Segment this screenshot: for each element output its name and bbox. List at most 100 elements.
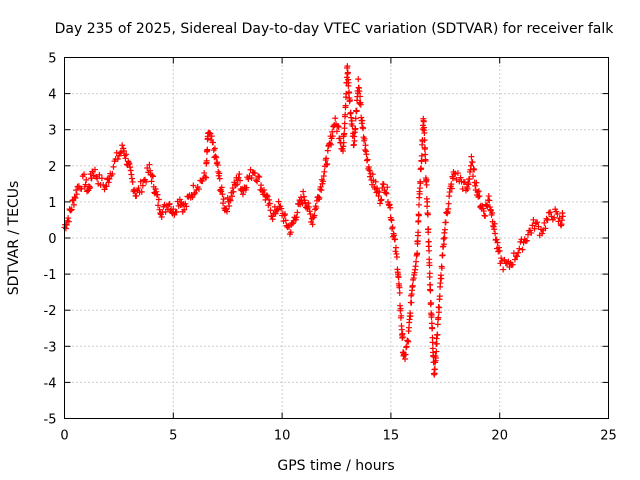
data-point xyxy=(436,304,443,311)
data-point xyxy=(234,181,241,188)
data-point xyxy=(318,187,325,194)
data-point xyxy=(220,196,227,203)
data-point xyxy=(421,129,428,136)
data-point xyxy=(407,312,414,319)
data-point xyxy=(440,241,447,248)
data-point xyxy=(192,189,199,196)
data-point xyxy=(441,226,448,233)
data-point xyxy=(515,249,522,256)
data-point xyxy=(377,200,384,207)
data-point xyxy=(356,88,363,95)
data-point xyxy=(345,79,352,86)
data-point xyxy=(523,237,530,244)
data-point xyxy=(532,220,539,227)
data-point xyxy=(494,239,501,246)
data-point xyxy=(68,207,75,214)
data-point xyxy=(429,325,436,332)
data-point xyxy=(465,181,472,188)
data-point xyxy=(201,169,208,176)
data-point xyxy=(441,234,448,241)
data-point xyxy=(69,197,76,204)
y-tick-label: 1 xyxy=(48,196,56,211)
data-point xyxy=(382,189,389,196)
data-point xyxy=(426,270,433,277)
x-tick-label: 20 xyxy=(491,429,508,444)
data-point xyxy=(133,193,140,200)
data-point xyxy=(423,181,430,188)
data-point xyxy=(191,191,198,198)
data-point xyxy=(139,182,146,189)
data-point xyxy=(307,211,314,218)
data-point xyxy=(422,151,429,158)
y-tick-label: -4 xyxy=(44,376,57,391)
data-point xyxy=(218,184,225,191)
data-point xyxy=(363,157,370,164)
data-point xyxy=(544,217,551,224)
data-point xyxy=(341,130,348,137)
data-point xyxy=(403,343,410,350)
data-point xyxy=(346,97,353,104)
data-point xyxy=(377,197,384,204)
data-point xyxy=(278,205,285,212)
data-point xyxy=(495,244,502,251)
data-point xyxy=(306,208,313,215)
data-point xyxy=(313,205,320,212)
data-point xyxy=(148,178,155,185)
data-point xyxy=(408,299,415,306)
data-point xyxy=(541,219,548,226)
data-point xyxy=(149,172,156,179)
data-point xyxy=(359,117,366,124)
data-point xyxy=(166,200,173,207)
data-point xyxy=(470,173,477,180)
data-point xyxy=(300,188,307,195)
data-point xyxy=(245,175,252,182)
data-point xyxy=(70,201,77,208)
data-point xyxy=(388,217,395,224)
data-point xyxy=(431,366,438,373)
data-point xyxy=(340,139,347,146)
data-point xyxy=(317,183,324,190)
data-point xyxy=(258,182,265,189)
data-point xyxy=(147,167,154,174)
data-point xyxy=(348,117,355,124)
data-point xyxy=(287,229,294,236)
y-tick-label: -1 xyxy=(44,268,57,283)
data-point xyxy=(213,154,220,161)
data-point xyxy=(396,284,403,291)
data-point xyxy=(363,151,370,158)
data-point xyxy=(417,180,424,187)
data-point xyxy=(62,225,69,232)
data-point xyxy=(361,135,368,142)
data-point xyxy=(480,208,487,215)
data-point xyxy=(230,188,237,195)
data-point xyxy=(251,170,258,177)
data-point xyxy=(374,185,381,192)
data-point xyxy=(144,165,151,172)
data-point xyxy=(376,189,383,196)
data-point xyxy=(236,171,243,178)
data-point xyxy=(324,160,331,167)
data-point xyxy=(282,211,289,218)
data-point xyxy=(352,115,359,122)
data-point xyxy=(226,196,233,203)
data-point xyxy=(323,155,330,162)
data-point xyxy=(125,159,132,166)
data-point xyxy=(105,179,112,186)
data-point xyxy=(349,122,356,129)
data-point xyxy=(387,204,394,211)
data-point xyxy=(493,236,500,243)
data-point xyxy=(126,161,133,168)
data-point xyxy=(81,171,88,178)
data-point xyxy=(127,167,134,174)
data-point xyxy=(143,178,150,185)
data-point xyxy=(350,141,357,148)
data-point xyxy=(110,163,117,170)
data-point xyxy=(441,229,448,236)
y-tick-label: 4 xyxy=(48,88,56,103)
chart-title: Day 235 of 2025, Sidereal Day-to-day VTE… xyxy=(55,21,615,37)
data-point xyxy=(476,193,483,200)
data-point xyxy=(375,192,382,199)
data-point xyxy=(190,182,197,189)
data-point xyxy=(405,338,412,345)
